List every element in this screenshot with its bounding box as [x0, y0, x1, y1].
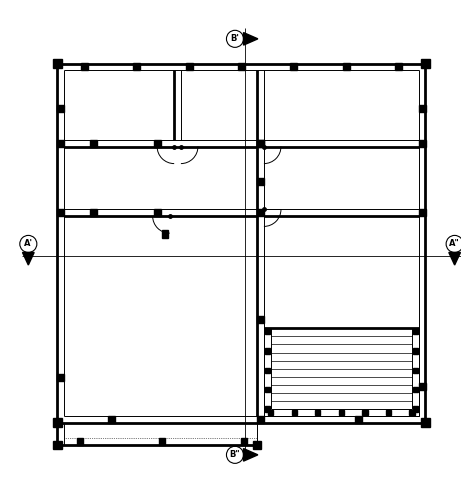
Polygon shape [185, 64, 193, 71]
Polygon shape [253, 441, 261, 449]
Polygon shape [419, 105, 426, 112]
Polygon shape [257, 316, 264, 323]
Polygon shape [244, 33, 258, 45]
Polygon shape [81, 64, 88, 71]
Text: B": B" [230, 451, 240, 459]
Polygon shape [154, 140, 161, 147]
Polygon shape [257, 178, 264, 185]
Polygon shape [54, 59, 62, 68]
Polygon shape [162, 230, 168, 238]
Polygon shape [413, 348, 418, 354]
Polygon shape [410, 410, 415, 415]
Text: A': A' [24, 239, 33, 248]
Polygon shape [421, 418, 429, 426]
Text: A": A" [449, 239, 460, 248]
Polygon shape [292, 410, 297, 415]
Polygon shape [108, 416, 115, 423]
Polygon shape [419, 140, 426, 147]
Polygon shape [355, 416, 362, 423]
Polygon shape [57, 209, 64, 216]
Polygon shape [362, 410, 368, 415]
Polygon shape [395, 64, 402, 71]
Polygon shape [257, 140, 264, 147]
Polygon shape [238, 64, 245, 71]
Polygon shape [264, 406, 270, 412]
Text: B': B' [230, 34, 239, 43]
Polygon shape [315, 410, 320, 415]
Polygon shape [133, 64, 140, 71]
Polygon shape [241, 438, 247, 445]
Polygon shape [413, 329, 418, 334]
Polygon shape [244, 449, 258, 461]
Polygon shape [413, 387, 418, 393]
Polygon shape [257, 416, 264, 423]
Polygon shape [421, 59, 429, 68]
Polygon shape [268, 410, 273, 415]
Polygon shape [419, 383, 426, 390]
Polygon shape [159, 438, 165, 445]
Polygon shape [77, 438, 83, 445]
Polygon shape [57, 374, 64, 381]
Polygon shape [449, 253, 460, 265]
Polygon shape [154, 209, 161, 216]
Polygon shape [264, 387, 270, 393]
Polygon shape [90, 209, 97, 216]
Polygon shape [264, 348, 270, 354]
Polygon shape [57, 140, 64, 147]
Polygon shape [54, 441, 62, 449]
Polygon shape [413, 406, 418, 412]
Polygon shape [57, 105, 64, 112]
Polygon shape [264, 329, 270, 334]
Polygon shape [343, 64, 350, 71]
Polygon shape [22, 253, 34, 265]
Polygon shape [413, 367, 418, 373]
Polygon shape [257, 140, 264, 147]
Polygon shape [264, 367, 270, 373]
Polygon shape [419, 209, 426, 216]
Polygon shape [257, 209, 264, 216]
Polygon shape [338, 410, 344, 415]
Polygon shape [90, 140, 97, 147]
Polygon shape [290, 64, 297, 71]
Polygon shape [54, 418, 62, 426]
Polygon shape [386, 410, 391, 415]
